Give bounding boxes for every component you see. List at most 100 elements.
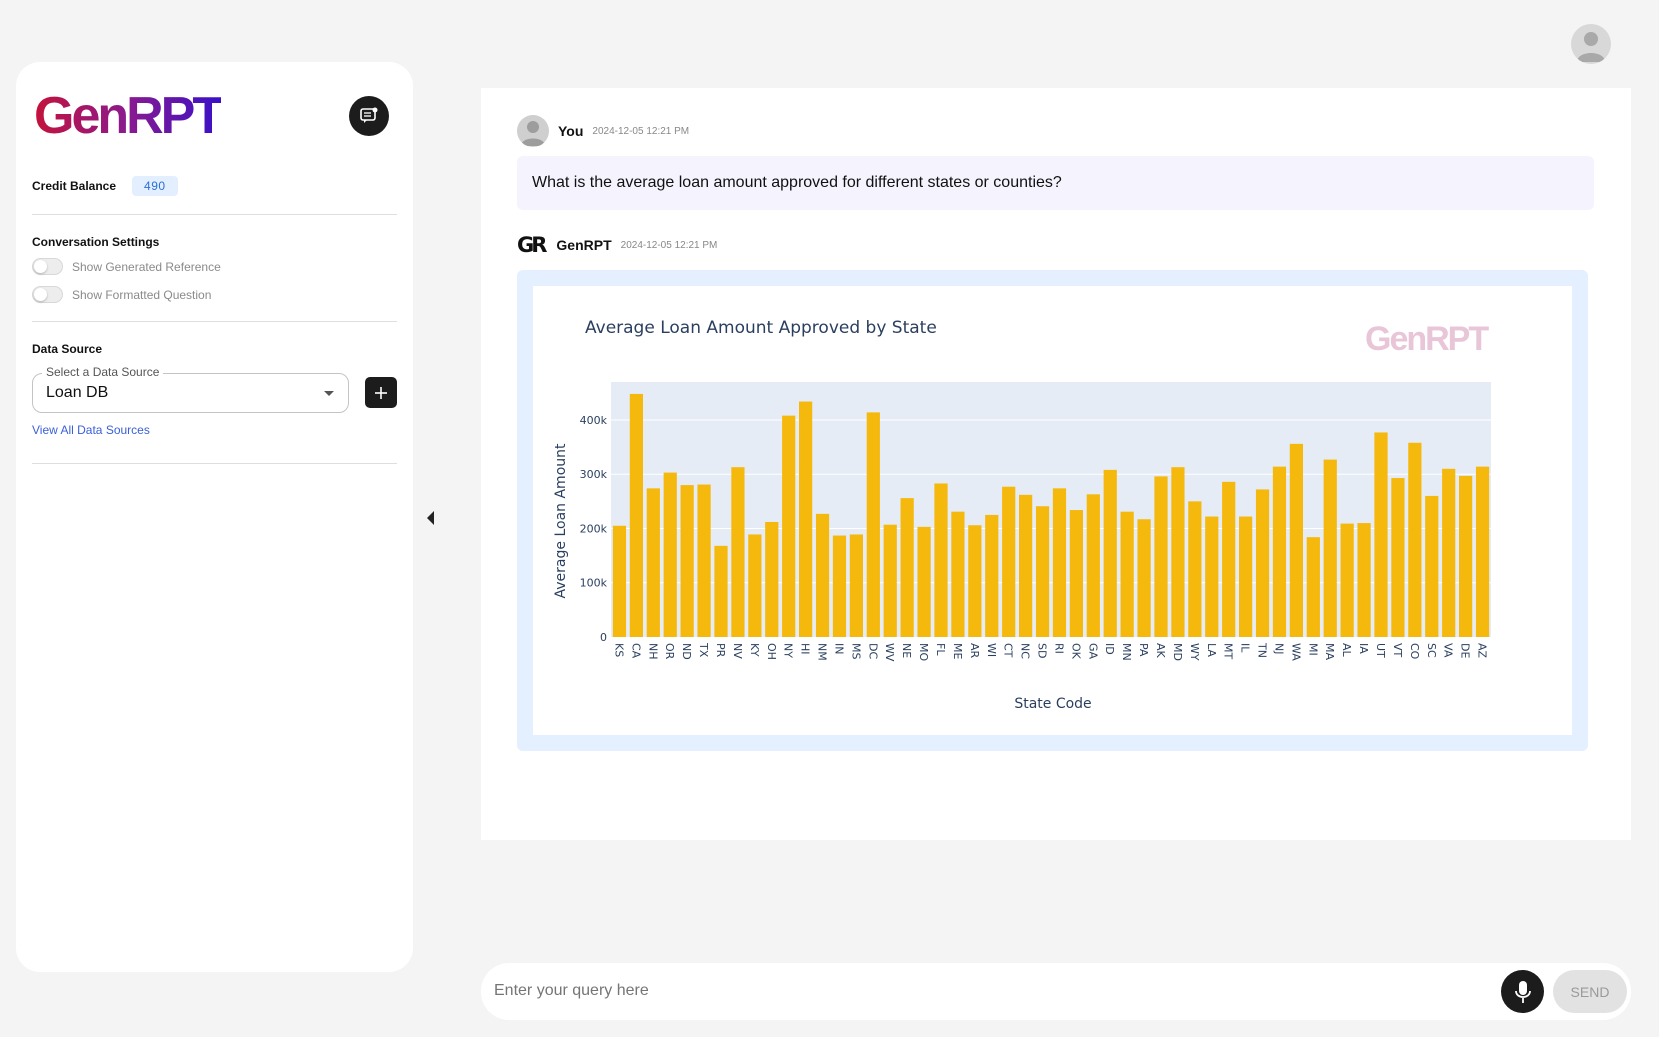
chart-y-tick-label: 300k (580, 468, 608, 481)
chart-bar (985, 514, 999, 637)
chat-bubble-icon (360, 107, 378, 123)
chat-panel: You 2024-12-05 12:21 PM What is the aver… (481, 88, 1631, 840)
chart-x-tick-label: CA (629, 643, 642, 659)
chart-bar (1086, 494, 1100, 637)
chart-bar (1323, 459, 1337, 637)
chart-bar (1255, 489, 1270, 637)
chart-bar (866, 412, 880, 637)
chart-x-tick-label: CO (1408, 643, 1421, 660)
chart-y-tick-label: 0 (600, 631, 607, 644)
user-message-time: 2024-12-05 12:21 PM (592, 125, 690, 137)
view-all-data-sources-link[interactable]: View All Data Sources (32, 423, 150, 437)
chart-bar (1052, 488, 1067, 637)
chart-x-tick-label: ME (951, 643, 964, 659)
chart-y-tick-label: 400k (580, 414, 608, 427)
chart-bar (1019, 494, 1033, 637)
query-input-bar: SEND (481, 963, 1631, 1020)
query-input[interactable] (494, 975, 1474, 1007)
chart-x-tick-label: WI (985, 643, 998, 657)
chart-x-tick-label: PA (1137, 643, 1150, 657)
chart-title: Average Loan Amount Approved by State (585, 318, 937, 338)
chart-x-tick-label: TX (697, 642, 710, 658)
chart-bar (1408, 442, 1422, 637)
bot-message-name: GenRPT (556, 237, 612, 253)
credit-balance-label: Credit Balance (32, 179, 117, 193)
genrpt-gr-logo: GR (517, 233, 547, 257)
chart-x-tick-label: NY (782, 643, 795, 658)
chart-x-tick-label: AL (1340, 643, 1353, 658)
chart-bar (663, 472, 677, 637)
divider (32, 321, 397, 322)
chart-bar (1239, 516, 1253, 637)
chart-x-tick-label: UT (1374, 643, 1387, 658)
toggle-show-generated-reference[interactable]: Show Generated Reference (32, 258, 221, 275)
chart-bar (748, 534, 762, 637)
bot-message-time: 2024-12-05 12:21 PM (620, 239, 718, 251)
chart-x-tick-label: VT (1391, 643, 1404, 658)
chart-x-tick-label: OR (663, 643, 676, 660)
credit-balance: Credit Balance 490 (32, 176, 178, 196)
data-source-title: Data Source (32, 342, 103, 356)
divider (32, 463, 397, 464)
bar-chart: Average Loan Amount Approved by State Ge… (553, 318, 1491, 712)
chart-x-tick-label: DC (866, 643, 879, 659)
chart-bar (968, 525, 982, 637)
chart-bar (900, 498, 914, 637)
data-source-select[interactable]: Select a Data Source Loan DB (32, 365, 349, 413)
new-chat-button[interactable] (349, 96, 389, 136)
chart-x-tick-label: CT (1002, 643, 1015, 658)
chart-bar (680, 485, 694, 637)
chart-x-tick-label: NC (1019, 643, 1032, 659)
chart-x-tick-label: HI (799, 643, 812, 655)
send-button[interactable]: SEND (1553, 970, 1627, 1013)
microphone-icon (1514, 980, 1531, 1003)
chart-x-tick-label: KY (748, 643, 761, 657)
user-message-name: You (558, 123, 584, 139)
toggle-show-formatted-question[interactable]: Show Formatted Question (32, 286, 211, 303)
chart-card: Average Loan Amount Approved by State Ge… (533, 286, 1572, 735)
chart-watermark-logo: GenRPT (1365, 320, 1489, 358)
chart-x-tick-label: WY (1188, 643, 1201, 661)
add-data-source-button[interactable] (365, 377, 397, 408)
divider (32, 214, 397, 215)
chart-bar (1188, 501, 1202, 637)
sidebar: GenRPT Credit Balance 490 Conversation S… (16, 62, 413, 972)
chart-bar (1340, 523, 1354, 637)
chart-container: Average Loan Amount Approved by State Ge… (517, 270, 1588, 751)
chart-bar (1103, 469, 1117, 637)
chart-bar (1425, 495, 1439, 637)
chart-x-axis-label: State Code (1014, 696, 1091, 712)
user-avatar[interactable] (1571, 24, 1611, 64)
chart-bar (1442, 468, 1456, 637)
chart-x-tick-label: TN (1256, 642, 1269, 658)
chart-bar (1205, 516, 1219, 637)
collapse-sidebar-icon[interactable] (427, 511, 434, 525)
toggle-switch[interactable] (32, 286, 63, 303)
chart-x-tick-label: MN (1120, 643, 1133, 661)
chart-x-tick-label: MT (1222, 643, 1235, 659)
chart-bar (731, 467, 745, 637)
chart-bar (1306, 537, 1320, 637)
chart-bar (849, 534, 863, 637)
chart-bar (1459, 475, 1473, 637)
chart-x-tick-label: IA (1357, 643, 1370, 654)
chart-bar (1120, 511, 1134, 637)
chart-x-tick-label: FL (934, 643, 947, 656)
chart-bar (765, 521, 779, 637)
user-message-avatar (517, 115, 549, 147)
toggle-label: Show Formatted Question (72, 287, 212, 302)
chart-x-tick-label: NH (646, 643, 659, 660)
chart-x-tick-label: MO (917, 643, 930, 661)
microphone-button[interactable] (1501, 970, 1544, 1013)
chart-x-tick-label: AZ (1476, 643, 1489, 659)
chart-x-tick-label: RI (1052, 643, 1065, 654)
chart-x-tick-label: WA (1289, 643, 1302, 661)
user-icon (1577, 32, 1605, 62)
chart-bar (714, 545, 728, 637)
chart-bar (1391, 478, 1405, 637)
chart-x-tick-label: NM (816, 643, 829, 661)
chart-x-tick-label: MA (1323, 643, 1336, 660)
chart-bar (697, 484, 711, 637)
toggle-switch[interactable] (32, 258, 63, 275)
chart-x-tick-label: ID (1103, 643, 1116, 655)
